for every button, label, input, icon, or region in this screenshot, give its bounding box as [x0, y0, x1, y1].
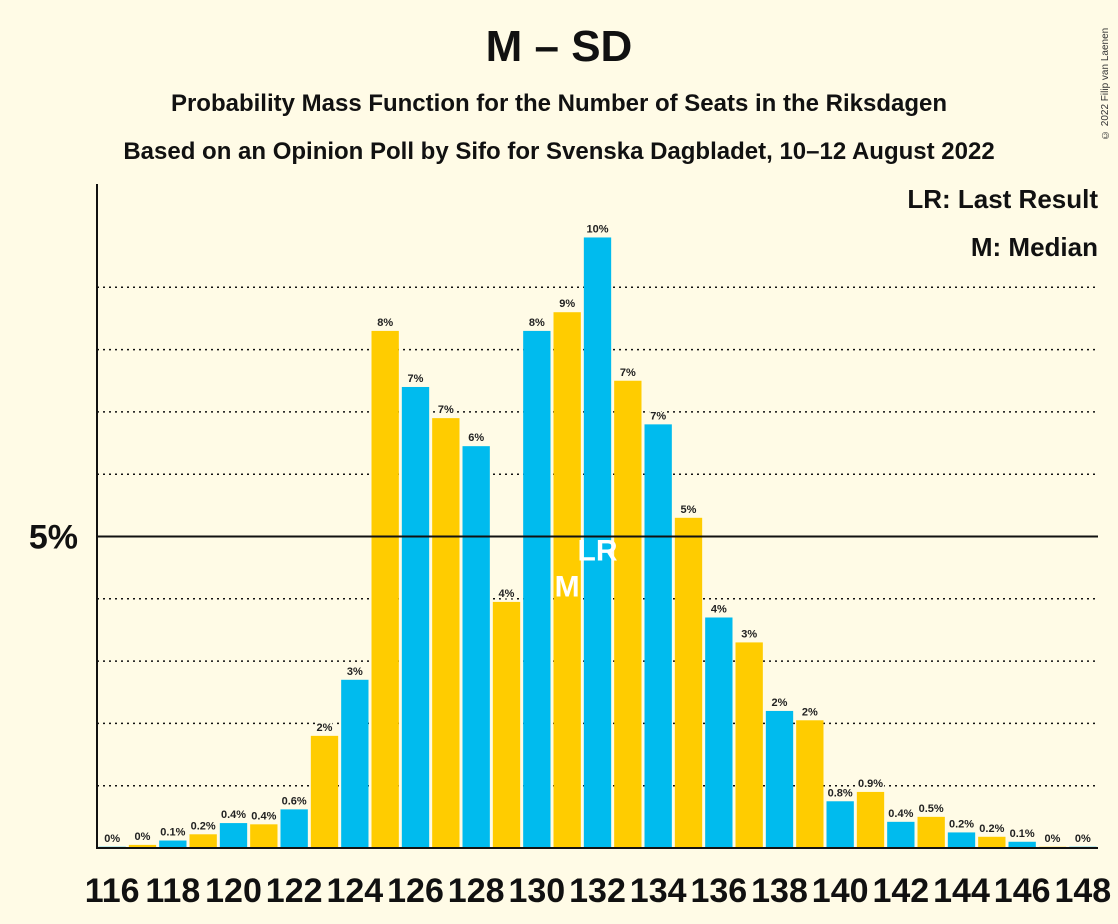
bar-seat-132	[583, 237, 612, 848]
data-label: 7%	[620, 367, 636, 379]
legend-last-result: LR: Last Result	[907, 184, 1098, 214]
data-label: 8%	[529, 317, 545, 329]
x-tick-label: 120	[205, 872, 262, 910]
data-label: 0.9%	[858, 778, 883, 790]
bar-seat-119	[189, 834, 217, 848]
bar-seat-126	[401, 386, 430, 848]
x-tick-label: 116	[85, 872, 140, 910]
data-label: 8%	[377, 317, 393, 329]
bar-seat-142	[887, 821, 915, 848]
bar-seat-128	[462, 446, 490, 848]
data-label: 2%	[772, 697, 788, 709]
data-label: 0.2%	[979, 823, 1004, 835]
bar-seat-127	[432, 418, 460, 848]
data-label: 0.4%	[221, 809, 246, 821]
x-tick-label: 144	[933, 872, 990, 910]
bar-seat-135	[674, 517, 703, 848]
data-label: 0%	[104, 833, 120, 845]
x-tick-label: 142	[872, 872, 929, 910]
x-tick-label: 146	[994, 872, 1051, 910]
data-label: 0.2%	[191, 820, 216, 832]
data-label: 10%	[586, 223, 608, 235]
data-label: 0.1%	[1010, 828, 1035, 840]
data-label: 0%	[1045, 833, 1061, 845]
data-label: 7%	[650, 410, 666, 422]
x-tick-label: 132	[569, 872, 626, 910]
bar-seat-134	[644, 424, 672, 848]
bar-seat-125	[371, 330, 399, 848]
bar-seat-118	[159, 840, 187, 848]
x-tick-label: 136	[690, 872, 747, 910]
x-tick-label: 138	[751, 872, 808, 910]
data-label: 0%	[1075, 833, 1091, 845]
last-result-marker: LR	[578, 535, 618, 568]
data-label: 4%	[711, 603, 727, 615]
data-label: 2%	[802, 706, 818, 718]
bar-seat-120	[219, 823, 248, 848]
x-tick-label: 134	[630, 872, 687, 910]
x-tick-label: 130	[508, 872, 565, 910]
data-label: 3%	[741, 628, 757, 640]
x-tick-label: 124	[326, 872, 383, 910]
data-label: 0%	[135, 831, 151, 843]
data-label: 0.4%	[888, 808, 913, 820]
bar-seat-144	[947, 832, 976, 848]
legend-median: M: Median	[970, 232, 1098, 262]
bar-seat-141	[856, 791, 885, 848]
x-tick-label: 148	[1054, 872, 1111, 910]
data-label: 0.8%	[828, 787, 853, 799]
data-label: 4%	[499, 588, 515, 600]
bar-seat-123	[310, 735, 339, 848]
bar-seat-124	[341, 679, 369, 848]
data-label: 0.2%	[949, 818, 974, 830]
data-label: 0.5%	[919, 803, 944, 815]
x-tick-label: 126	[387, 872, 444, 910]
bar-seat-131	[553, 312, 581, 849]
data-label: 7%	[408, 373, 424, 385]
bar-seat-122	[280, 809, 308, 848]
data-label: 9%	[559, 298, 575, 310]
bar-seat-138	[765, 710, 794, 848]
bar-seat-137	[735, 642, 763, 848]
bar-seat-133	[614, 380, 642, 848]
bar-seat-121	[250, 824, 278, 848]
bar-seat-139	[796, 720, 824, 848]
x-tick-label: 118	[145, 872, 200, 910]
chart-subtitle-source: Based on an Opinion Poll by Sifo for Sve…	[123, 138, 995, 165]
data-label: 0.4%	[251, 810, 276, 822]
bar-seat-145	[978, 836, 1006, 848]
chart-title: M – SD	[485, 22, 633, 71]
data-label: 7%	[438, 404, 454, 416]
data-label: 5%	[681, 504, 697, 516]
data-label: 3%	[347, 666, 363, 678]
x-tick-label: 140	[812, 872, 869, 910]
chart-subtitle: Probability Mass Function for the Number…	[170, 90, 948, 117]
bar-seat-129	[492, 601, 521, 848]
data-label: 0.1%	[160, 827, 185, 839]
bar-seat-140	[826, 801, 854, 848]
x-tick-label: 122	[266, 872, 323, 910]
bar-seat-143	[917, 816, 945, 848]
y-tick-label: 5%	[29, 519, 78, 557]
bar-seat-146	[1008, 841, 1036, 848]
data-label: 2%	[317, 722, 333, 734]
bar-seat-130	[523, 330, 551, 848]
x-tick-label: 128	[448, 872, 505, 910]
median-marker: M	[555, 571, 580, 604]
data-label: 6%	[468, 432, 484, 444]
bar-seat-136	[705, 617, 733, 848]
data-label: 0.6%	[282, 795, 307, 807]
bar-seat-117	[128, 844, 157, 848]
